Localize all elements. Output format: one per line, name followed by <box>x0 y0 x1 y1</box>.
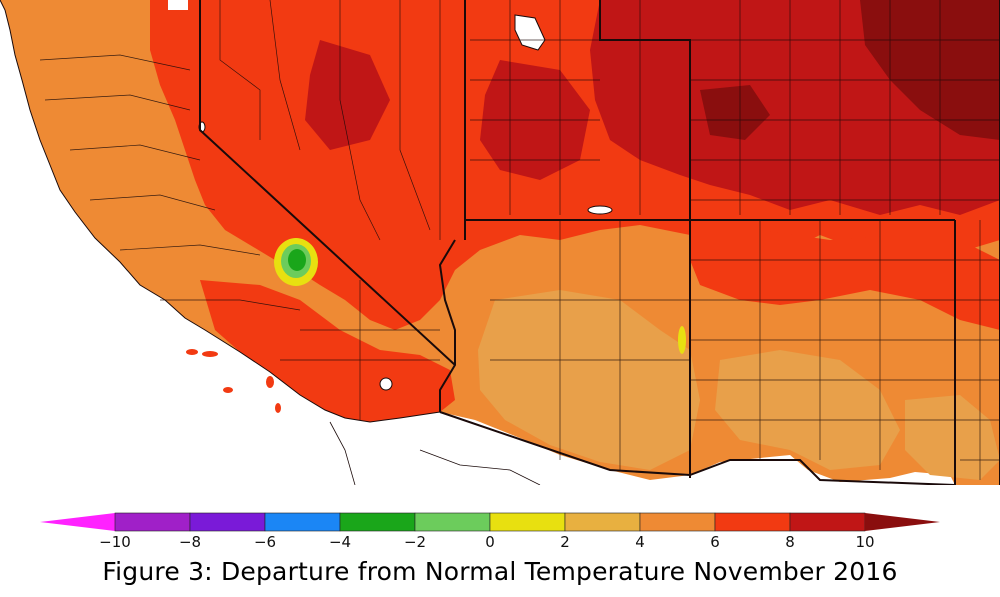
legend-tick-label: −2 <box>404 533 426 550</box>
anomaly-zone-gt-10 <box>860 0 1000 140</box>
legend-swatch <box>114 512 191 532</box>
temperature-departure-map <box>0 0 1000 485</box>
anomaly-zone-2-4-arizona <box>478 290 700 470</box>
anomaly-zone-neg4-neg2-sierra <box>288 249 306 271</box>
island <box>275 403 281 413</box>
legend-arrow-high <box>865 513 940 531</box>
legend-swatch <box>714 512 791 532</box>
legend-swatch <box>489 512 566 532</box>
anomaly-zone-6-8-east <box>690 220 1000 330</box>
legend-tick-label: 4 <box>635 533 645 550</box>
legend-tick-label: −10 <box>99 533 131 550</box>
anomaly-zone-2-4-texas <box>905 395 1000 480</box>
legend-tick-label: 0 <box>485 533 495 550</box>
legend-labels: −10 −8 −6 −4 −2 0 2 4 6 8 10 <box>99 533 874 550</box>
legend-tick-label: 6 <box>710 533 720 550</box>
legend-bar <box>40 512 940 532</box>
island <box>223 387 233 393</box>
legend-arrow-low <box>40 513 115 531</box>
california-nevada-border <box>199 0 456 366</box>
legend-swatch <box>264 512 341 532</box>
state-boundaries <box>199 0 1000 485</box>
legend-swatch <box>564 512 641 532</box>
anomaly-zone-0-2-patch <box>678 326 686 354</box>
legend-tick-label: 2 <box>560 533 570 550</box>
island <box>202 351 218 357</box>
legend-swatch <box>639 512 716 532</box>
anomaly-zone-8-10-nevada <box>305 40 390 150</box>
figure-caption: Figure 3: Departure from Normal Temperat… <box>102 557 898 586</box>
legend-swatch <box>189 512 266 532</box>
legend-tick-label: −8 <box>179 533 201 550</box>
legend-swatch <box>789 512 866 532</box>
county-boundaries <box>39 0 1000 480</box>
colorado-river-border <box>438 239 456 412</box>
mexico-border <box>439 411 956 485</box>
mexico-outline <box>329 421 541 485</box>
legend-swatch <box>339 512 416 532</box>
legend-tick-label: 8 <box>785 533 795 550</box>
legend-swatch <box>414 512 491 532</box>
island <box>186 349 198 355</box>
anomaly-zone-gt-10-small <box>700 85 770 140</box>
legend-tick-label: −6 <box>254 533 276 550</box>
lake-salton <box>379 377 393 391</box>
legend-tick-label: −4 <box>329 533 351 550</box>
legend-tick-label: 10 <box>855 533 874 550</box>
color-legend: −10 −8 −6 −4 −2 0 2 4 6 8 10 <box>40 512 940 550</box>
lake-great-salt <box>514 14 546 51</box>
island <box>266 376 274 388</box>
map-corner-mark <box>168 0 188 10</box>
pacific-coastline <box>0 0 441 423</box>
lake-powell <box>587 205 613 215</box>
